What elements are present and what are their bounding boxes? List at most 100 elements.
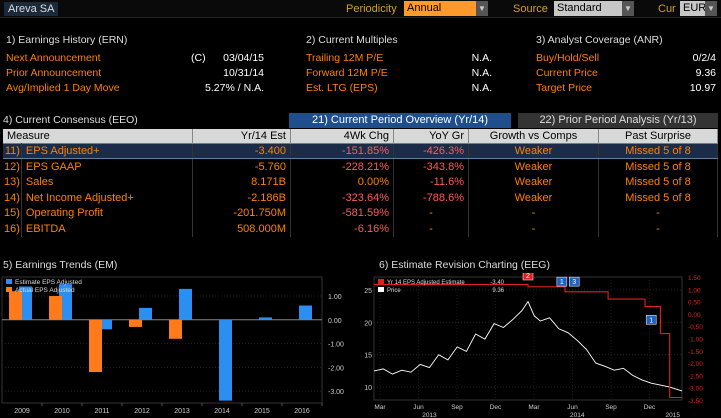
legend-value: -3.40 [490,280,504,286]
earnings-trends-chart[interactable]: 1.00 0.00 -1.00 -2.00 -3.00 2009 2010 2011 2012 2… [0,273,354,418]
yoy-cell: -426.3% [393,142,469,160]
row-number: 12) [3,158,22,175]
earnings-trends-title[interactable]: 5) Earnings Trends (EM) [3,259,118,271]
col-header-measure[interactable]: Measure [3,129,193,143]
consensus-title[interactable]: 4) Current Consensus (EEO) [3,114,138,126]
target-price-label: Target Price [536,82,593,94]
source-label: Source [513,3,548,15]
legend-label: Actual EPS Adjusted [15,287,75,294]
bar-actual [169,319,182,339]
y-tick-label-right: 0.50 [688,300,701,307]
periodicity-dropdown[interactable]: Annual ▼ [404,1,488,16]
revision-marker [568,276,580,287]
table-row[interactable]: 14) Net Income Adjusted+ -2.186B -323.64… [3,189,718,206]
trailing-pe-value: N.A. [471,52,492,64]
avg-move-label: Avg/Implied 1 Day Move [6,82,120,94]
surprise-cell: Missed 5 of 8 [598,142,718,160]
yoy-cell: -343.8% [393,158,469,175]
periodicity-value: Annual [407,2,442,14]
currency-label: Cur [658,3,676,15]
y-tick-label-right: 0.00 [688,312,701,319]
x-tick-label: 2010 [54,408,70,415]
x-tick-label: Dec [644,404,656,411]
estimate-cell: -5.760 [192,158,291,175]
row-number: 14) [3,189,22,206]
x-tick-label: 2013 [174,408,190,415]
change-cell: -6.16% [290,220,394,237]
y-tick-label-right: -3.00 [688,386,703,393]
top-toolbar: Areva SA Periodicity Annual ▼ Source Sta… [0,0,721,18]
estimate-revision-chart[interactable]: 252015101.501.000.500.00-0.50-1.00-1.50-… [364,273,721,418]
x-year-label: 2014 [570,412,585,418]
growth-cell: Weaker [468,174,599,190]
revision-marker [645,315,657,325]
next-announcement-label: Next Announcement [6,52,101,64]
change-cell: 0.00% [290,174,394,190]
table-row[interactable]: 16) EBITDA 508.000M -6.16% - - - [3,220,718,237]
bar-estimate [19,286,32,320]
measure-cell[interactable]: Net Income Adjusted+ [21,189,194,206]
avg-move-value: 5.27% / N.A. [205,82,264,94]
surprise-cell: - [598,220,718,237]
source-dropdown[interactable]: Standard ▼ [554,1,634,16]
revision-marker [522,273,534,281]
yoy-cell: - [393,220,469,237]
measure-cell[interactable]: Sales [21,174,194,190]
x-tick-label: Sep [451,404,463,411]
earnings-history-title[interactable]: 1) Earnings History (ERN) [6,34,128,46]
bar-estimate [219,319,232,401]
y-tick-label: 1.00 [328,294,342,301]
revision-marker-label: 1 [649,317,653,324]
revision-title[interactable]: 6) Estimate Revision Charting (EEG) [379,259,550,271]
estimate-cell: 8.171B [192,174,291,190]
table-row[interactable]: 15) Operating Profit -201.750M -581.59% … [3,205,718,221]
table-row[interactable]: 12) EPS GAAP -5.760 -228.21% -343.8% Wea… [3,158,718,175]
table-row[interactable]: 11) EPS Adjusted+ -3.400 -151.85% -426.3… [3,142,718,160]
col-header-4wk-change[interactable]: 4Wk Chg [290,129,394,143]
next-announcement-value: 03/04/15 [223,52,264,64]
bar-estimate [139,307,152,320]
col-header-growth-vs-comps[interactable]: Growth vs Comps [468,129,599,143]
surprise-cell: Missed 5 of 8 [598,174,718,190]
growth-cell: Weaker [468,189,599,206]
tab-current-period[interactable]: 21) Current Period Overview (Yr/14) [289,113,511,128]
x-tick-label: 2014 [214,408,230,415]
revision-marker-label: 2 [526,273,530,280]
change-cell: -323.64% [290,189,394,206]
yoy-cell: -788.6% [393,189,469,206]
x-tick-label: 2015 [254,408,270,415]
revision-marker-label: 3 [572,279,576,286]
measure-cell[interactable]: EPS GAAP [21,158,194,175]
current-multiples-title[interactable]: 2) Current Multiples [306,34,398,46]
y-tick-label: -2.00 [328,365,344,372]
source-value: Standard [557,2,602,14]
measure-cell[interactable]: EBITDA [21,220,194,237]
bar-actual [9,291,22,320]
estimate-cell: 508.000M [192,220,291,237]
chevron-down-icon: ▼ [622,1,634,16]
currency-dropdown[interactable]: EUR ▼ [680,1,717,16]
target-price-value: 10.97 [689,82,716,94]
col-header-past-surprise[interactable]: Past Surprise [598,129,718,143]
y-tick-label-right: -1.50 [688,349,703,356]
x-year-label: 2015 [666,412,681,418]
col-header-estimate[interactable]: Yr/14 Est [192,129,291,143]
company-name[interactable]: Areva SA [4,2,59,16]
measure-cell[interactable]: EPS Adjusted+ [21,142,194,160]
analyst-coverage-title[interactable]: 3) Analyst Coverage (ANR) [536,34,663,46]
col-header-yoy-growth[interactable]: YoY Gr [393,129,469,143]
chevron-down-icon: ▼ [476,1,488,16]
y-tick-label-left: 20 [364,320,372,327]
prior-announcement-label: Prior Announcement [6,67,102,79]
next-announcement-flag: (C) [191,52,206,64]
y-tick-label-right: -2.00 [688,361,703,368]
growth-cell: - [468,205,599,221]
table-row[interactable]: 13) Sales 8.171B 0.00% -11.6% Weaker Mis… [3,174,718,190]
tab-prior-period[interactable]: 22) Prior Period Analysis (Yr/13) [518,113,718,128]
measure-cell[interactable]: Operating Profit [21,205,194,221]
x-tick-label: Jun [413,404,424,411]
y-tick-label: -3.00 [328,389,344,396]
yoy-cell: - [393,205,469,221]
row-number: 11) [3,142,22,160]
row-number: 15) [3,205,22,221]
